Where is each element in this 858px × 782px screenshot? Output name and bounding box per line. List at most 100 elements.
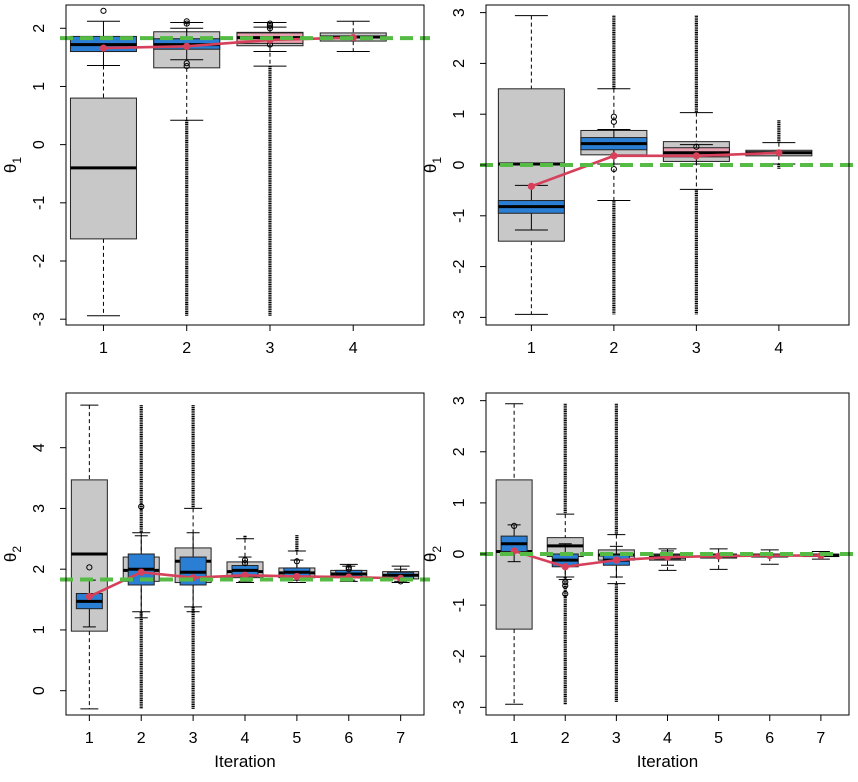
mean-path-line: [530, 151, 779, 188]
box-wide-1: [70, 404, 108, 710]
plot-frame: [65, 4, 425, 326]
mean-path-point: [610, 152, 618, 160]
y-tick-label: 4: [31, 443, 48, 452]
x-tick-label: 2: [561, 730, 570, 747]
y-tick-label: -2: [451, 259, 468, 273]
x-tick-label: 3: [612, 730, 621, 747]
box-narrow-1: [75, 579, 103, 628]
outlier-point: [562, 579, 569, 586]
mean-path-point: [527, 182, 535, 190]
outlier-point: [183, 62, 190, 70]
x-tick-label: 7: [396, 730, 405, 747]
plot-area: [497, 15, 813, 315]
y-tick-label: 3: [31, 504, 48, 513]
y-tick-label: 1: [451, 110, 468, 119]
y-axis-label: θ2: [421, 546, 444, 562]
panel-top-left: -3 -2 -1 0 1 2 1 2 3 4 θ1: [1, 4, 430, 357]
y-tick-label: 2: [31, 24, 48, 33]
box-wide-1: [69, 65, 137, 317]
y-tick-label: -3: [31, 312, 48, 326]
outlier-point: [293, 558, 300, 565]
box-narrow-1: [69, 20, 137, 67]
mean-path-point: [99, 44, 108, 52]
x-tick-label: 4: [241, 730, 250, 747]
outlier-point: [86, 564, 93, 571]
x-tick-label: 2: [137, 730, 146, 747]
x-tick-label: 4: [663, 730, 672, 747]
outlier-point: [266, 20, 274, 27]
y-tick-label: -2: [31, 254, 48, 268]
y-tick-label: 1: [31, 625, 48, 634]
y-tick-label: -1: [451, 598, 468, 612]
outlier-point: [610, 165, 617, 173]
y-axis-label: θ2: [1, 546, 24, 562]
outlier-point: [183, 20, 190, 27]
x-tick-label: 5: [714, 730, 723, 747]
outlier-point: [610, 118, 617, 125]
y-tick-label: -3: [451, 700, 468, 714]
x-axis-label: Iteration: [214, 752, 275, 771]
outlier-point: [266, 22, 274, 30]
y-tick-label: -2: [451, 649, 468, 663]
outlier-point: [183, 18, 190, 25]
x-tick-label: 5: [292, 730, 301, 747]
y-tick-label: 3: [451, 396, 468, 405]
y-tick-label: 1: [31, 82, 48, 91]
x-tick-label: 6: [765, 730, 774, 747]
outlier-point: [693, 143, 700, 150]
outlier-point: [511, 522, 518, 529]
outlier-point: [562, 590, 569, 597]
y-tick-label: 3: [451, 8, 468, 17]
y-tick-label: 0: [451, 160, 468, 169]
y-tick-label: 2: [451, 59, 468, 68]
plot-area: [70, 404, 420, 710]
x-tick-label: 1: [85, 730, 94, 747]
y-tick-label: -3: [451, 310, 468, 324]
outlier-point: [562, 582, 569, 589]
mean-path-point: [692, 152, 700, 160]
x-axis-label: Iteration: [637, 752, 698, 771]
x-tick-label: 2: [609, 340, 618, 357]
x-tick-label: 6: [344, 730, 353, 747]
mean-path-point: [612, 556, 620, 564]
box-narrow-3: [179, 532, 207, 613]
y-tick-label: 2: [451, 447, 468, 456]
y-tick-label: 0: [31, 140, 48, 149]
x-tick-label: 1: [527, 340, 536, 357]
outlier-point: [241, 560, 249, 567]
outlier-point: [241, 556, 249, 564]
panel-top-right: -3 -2 -1 0 1 2 3 1 2 3 4 θ1: [421, 4, 855, 357]
outlier-point: [100, 7, 107, 14]
y-tick-label: 1: [451, 498, 468, 507]
y-tick-label: 0: [31, 686, 48, 695]
box-narrow-1: [500, 524, 528, 563]
mean-path-point: [561, 563, 569, 571]
x-tick-label: 1: [510, 730, 519, 747]
y-tick-label: 0: [451, 549, 468, 558]
panel-bottom-left: 0 1 2 3 4 1 2 3 4 5 6 7 Iteration θ2: [1, 392, 430, 771]
outlier-point: [345, 564, 352, 571]
x-tick-label: 4: [349, 340, 358, 357]
y-axis-label: θ1: [421, 157, 444, 173]
x-tick-label: 4: [774, 340, 783, 357]
box-narrow-1: [497, 184, 565, 231]
mean-path-point: [137, 568, 145, 576]
outlier-point: [266, 25, 274, 32]
y-tick-label: -1: [31, 196, 48, 210]
mean-path-point: [241, 571, 249, 579]
panel-bottom-right: -3 -2 -1 0 1 2 3 1 2 3 4 5 6 7 Iteration θ2: [421, 392, 855, 771]
y-tick-label: -1: [451, 209, 468, 223]
x-tick-label: 7: [816, 730, 825, 747]
y-axis-label: θ1: [1, 157, 24, 173]
mean-path-point: [775, 149, 783, 157]
mean-path-point: [293, 572, 301, 581]
x-tick-label: 3: [266, 340, 275, 357]
y-tick-label: 2: [31, 565, 48, 574]
outlier-point: [345, 566, 352, 573]
mean-path-point: [183, 42, 191, 50]
x-tick-label: 2: [182, 340, 191, 357]
plot-area: [69, 7, 387, 317]
x-tick-label: 1: [99, 340, 108, 357]
outlier-point: [138, 503, 145, 510]
